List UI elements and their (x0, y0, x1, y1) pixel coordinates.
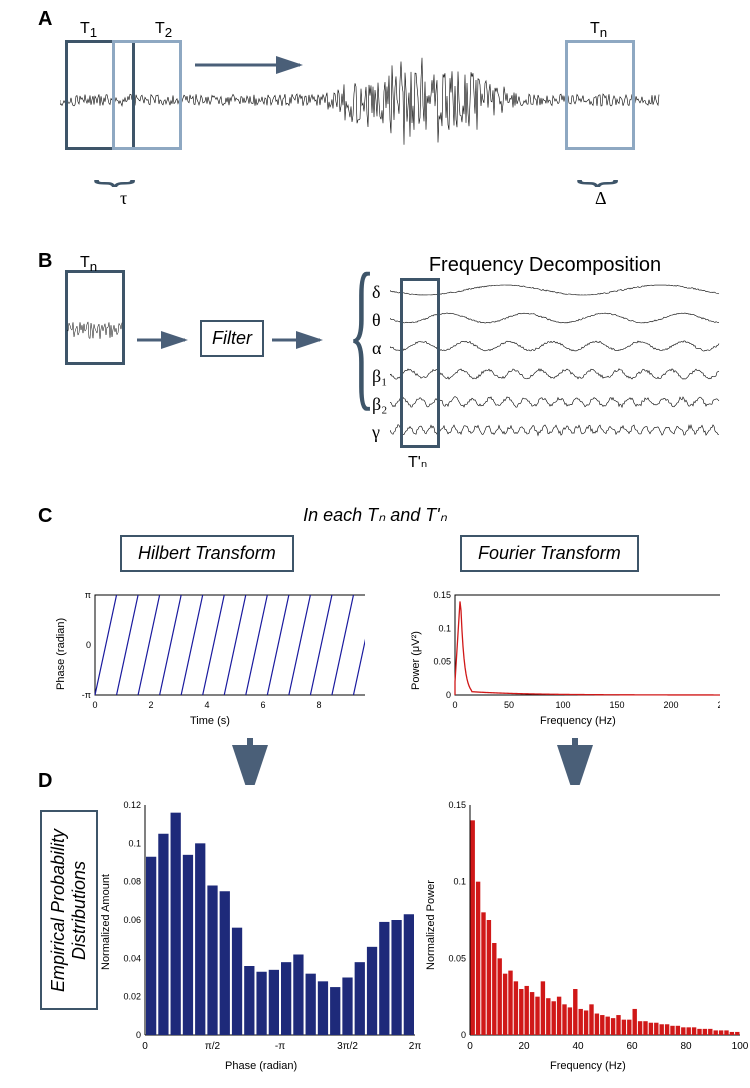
svg-text:0.04: 0.04 (123, 953, 141, 963)
window-t2 (112, 40, 182, 150)
label-tn-b: Tn (80, 254, 97, 274)
svg-text:60: 60 (626, 1041, 638, 1052)
fourier-plot: 0 50 100 150 200 250 0 0.05 0.1 0.15 (420, 580, 720, 720)
svg-text:2: 2 (148, 700, 153, 710)
powerhist-ylabel: Normalized Power (425, 880, 437, 970)
hilbert-plot: 0246810π0-π (65, 580, 365, 720)
svg-text:0.1: 0.1 (453, 877, 466, 887)
window-tn (565, 40, 635, 150)
svg-text:0: 0 (446, 690, 451, 700)
svg-text:0: 0 (467, 1041, 473, 1052)
phasehist-ylabel: Normalized Amount (100, 874, 112, 970)
arrow-from-filter-icon (270, 330, 330, 350)
svg-text:2π: 2π (409, 1041, 422, 1052)
label-tau: τ (120, 188, 127, 209)
band-label-5: γ (372, 422, 380, 443)
svg-text:-π: -π (275, 1041, 285, 1052)
power-histogram: 0 20 40 60 80 100 0 0.05 0.1 0.15 (430, 790, 750, 1070)
svg-text:0.08: 0.08 (123, 877, 141, 887)
svg-text:40: 40 (572, 1041, 584, 1052)
label-delta: Δ (595, 188, 607, 209)
arrow-to-filter-icon (135, 330, 195, 350)
big-brace-icon: { (348, 236, 375, 429)
panel-label-b: B (38, 250, 52, 273)
band-label-1: θ (372, 310, 381, 331)
svg-text:0: 0 (142, 1041, 148, 1052)
panel-b: Tn Filter { Frequency Decomposition T'ₙ … (60, 260, 700, 490)
arrow-down-left-icon (230, 735, 270, 785)
svg-text:0: 0 (86, 640, 91, 650)
band-label-0: δ (372, 282, 380, 303)
svg-text:8: 8 (316, 700, 321, 710)
band-label-2: α (372, 338, 381, 359)
svg-text:π/2: π/2 (205, 1041, 221, 1052)
powerhist-xlabel: Frequency (Hz) (550, 1060, 626, 1072)
svg-text:π: π (85, 590, 91, 600)
fourier-box: Fourier Transform (460, 535, 639, 572)
hilbert-xlabel: Time (s) (190, 715, 230, 727)
fourier-xlabel: Frequency (Hz) (540, 715, 616, 727)
svg-text:0.02: 0.02 (123, 992, 141, 1002)
filter-box: Filter (200, 320, 264, 357)
band-label-4: β₂ (372, 394, 387, 415)
svg-text:4: 4 (204, 700, 209, 710)
label-tn: Tn (590, 20, 607, 40)
panel-a: T1 T2 Tn ⏟ τ ⏟ Δ (60, 30, 700, 210)
fourier-ylabel: Power (μV²) (410, 631, 422, 690)
band-label-3: β₁ (372, 366, 387, 387)
hilbert-ylabel: Phase (radian) (55, 618, 67, 690)
svg-text:0: 0 (136, 1030, 141, 1040)
panel-c-title: In each Tₙ and T'ₙ (0, 505, 750, 526)
svg-text:0.15: 0.15 (448, 800, 466, 810)
svg-text:0: 0 (452, 700, 457, 710)
svg-text:0.1: 0.1 (438, 623, 451, 633)
panel-label-d: D (38, 770, 52, 793)
band-window-box (400, 278, 440, 448)
svg-text:80: 80 (680, 1041, 692, 1052)
svg-text:20: 20 (518, 1041, 530, 1052)
svg-text:0.05: 0.05 (433, 657, 451, 667)
small-signal (67, 300, 123, 360)
hilbert-box: Hilbert Transform (120, 535, 294, 572)
epd-box: Empirical ProbabilityDistributions (40, 810, 98, 1010)
svg-text:100: 100 (732, 1041, 749, 1052)
svg-text:0: 0 (92, 700, 97, 710)
brace-delta-icon: ⏟ (576, 148, 618, 186)
brace-tau-icon: ⏟ (93, 148, 135, 186)
svg-text:200: 200 (663, 700, 678, 710)
arrow-down-right-icon (555, 735, 595, 785)
svg-text:0.1: 0.1 (128, 838, 141, 848)
svg-text:0.05: 0.05 (448, 953, 466, 963)
label-t2: T2 (155, 20, 172, 40)
svg-text:0.15: 0.15 (433, 590, 451, 600)
svg-text:50: 50 (504, 700, 514, 710)
phasehist-xlabel: Phase (radian) (225, 1060, 297, 1072)
freq-decomp-title: Frequency Decomposition (395, 254, 695, 277)
svg-text:-π: -π (82, 690, 91, 700)
panel-label-a: A (38, 8, 52, 31)
label-t1: T1 (80, 20, 97, 40)
svg-text:250: 250 (717, 700, 720, 710)
svg-text:0: 0 (461, 1030, 466, 1040)
svg-text:150: 150 (609, 700, 624, 710)
phase-histogram: 0 π/2 -π 3π/2 2π 0 0.02 0.04 0.06 0.08 0.1 0.12 (105, 790, 425, 1070)
sliding-arrow-icon (190, 50, 320, 80)
label-tn-prime: T'ₙ (408, 452, 427, 472)
svg-text:6: 6 (260, 700, 265, 710)
svg-text:3π/2: 3π/2 (337, 1041, 358, 1052)
svg-text:0.06: 0.06 (123, 915, 141, 925)
svg-text:0.12: 0.12 (123, 800, 141, 810)
svg-text:100: 100 (555, 700, 570, 710)
